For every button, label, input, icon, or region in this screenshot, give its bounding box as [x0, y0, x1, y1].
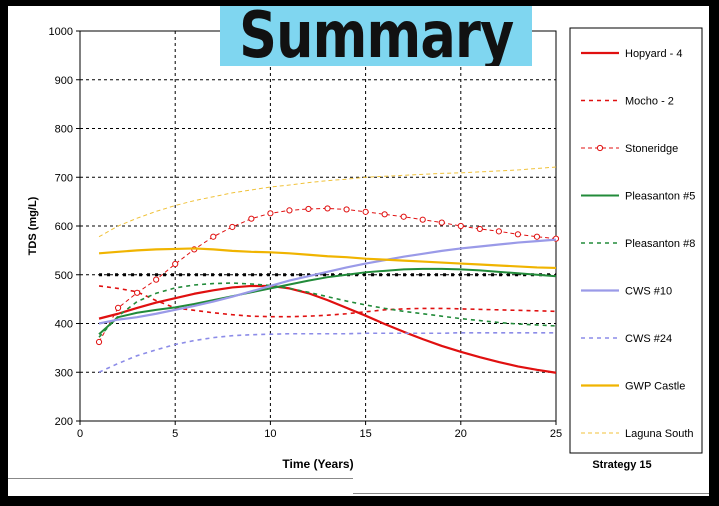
legend-label-cws-10: CWS #10: [625, 286, 672, 298]
series-point-stoneridge: [210, 233, 217, 240]
series-point-stoneridge: [476, 225, 483, 233]
series-line-cws-10: [98, 238, 557, 325]
bottom-rule-left: [8, 478, 353, 479]
series-point-stoneridge: [533, 233, 541, 240]
series-point-stoneridge: [305, 205, 312, 213]
legend-label-pleasanton-8: Pleasanton #8: [625, 238, 695, 250]
y-tick-label: 400: [55, 319, 73, 331]
series-point-stoneridge: [267, 210, 274, 217]
y-tick-label: 200: [55, 416, 73, 428]
y-tick-label: 1000: [49, 26, 73, 38]
y-tick-label: 300: [55, 367, 73, 379]
x-tick-label: 25: [550, 428, 562, 440]
series-line-hopyard-4: [98, 284, 557, 374]
series-point-stoneridge: [286, 207, 293, 214]
series-point-stoneridge: [419, 216, 426, 223]
series-point-stoneridge: [229, 223, 236, 231]
series-point-stoneridge: [114, 304, 122, 311]
legend-label-hopyard-4: Hopyard - 4: [625, 48, 682, 60]
legend-label-gwp-castle: GWP Castle: [625, 381, 685, 393]
summary-banner: Summary: [220, 6, 532, 66]
series-line-mocho-2: [98, 285, 557, 318]
y-tick-label: 700: [55, 172, 73, 184]
y-axis-label: TDS (mg/L): [27, 196, 39, 255]
legend-marker-stoneridge: [596, 144, 604, 152]
series-point-stoneridge: [248, 215, 255, 222]
strategy-label: Strategy 15: [592, 459, 651, 471]
series-line-pleasanton-5: [98, 267, 557, 335]
series-point-stoneridge: [381, 211, 388, 218]
x-tick-label: 15: [359, 428, 371, 440]
chart-frame: 0 5 10 15 20 25 200 300 400 500 600 700 800 900 1000 T…: [8, 6, 709, 496]
legend-box: [569, 27, 703, 454]
series-line-pleasanton-8: [98, 282, 557, 338]
legend-label-stoneridge: Stoneridge: [625, 143, 678, 155]
legend-label-laguna-south: Laguna South: [625, 428, 694, 440]
series-point-stoneridge: [495, 228, 502, 235]
x-axis-label: Time (Years): [282, 457, 353, 471]
series-point-stoneridge: [153, 276, 160, 283]
series-point-stoneridge: [324, 205, 331, 212]
series-point-stoneridge: [95, 338, 103, 346]
series-point-stoneridge: [134, 289, 141, 296]
legend-label-cws-24: CWS #24: [625, 333, 672, 345]
legend-label-pleasanton-5: Pleasanton #5: [625, 191, 695, 203]
y-tick-label: 600: [55, 221, 73, 233]
series-point-stoneridge: [438, 219, 445, 226]
series-point-stoneridge: [172, 260, 179, 268]
chart-canvas: 0 5 10 15 20 25 200 300 400 500 600 700 800 900 1000 T…: [27, 26, 703, 471]
bottom-rule-right: [353, 493, 709, 494]
series-line-cws-24: [98, 331, 556, 373]
series-point-stoneridge: [400, 213, 407, 220]
y-tick-label: 800: [55, 124, 73, 136]
series-point-stoneridge: [343, 206, 350, 213]
x-tick-label: 10: [264, 428, 276, 440]
series-point-stoneridge: [457, 222, 464, 230]
banner-title: Summary: [238, 6, 514, 66]
x-tick-label: 0: [77, 428, 83, 440]
series-point-stoneridge: [514, 231, 522, 238]
series-point-stoneridge: [362, 208, 369, 215]
x-tick-label: 20: [455, 428, 467, 440]
y-tick-label: 500: [55, 270, 73, 282]
series-line-gwp-castle: [98, 247, 557, 270]
legend-label-mocho-2: Mocho - 2: [625, 96, 674, 108]
y-tick-label: 900: [55, 75, 73, 87]
x-tick-label: 5: [172, 428, 178, 440]
